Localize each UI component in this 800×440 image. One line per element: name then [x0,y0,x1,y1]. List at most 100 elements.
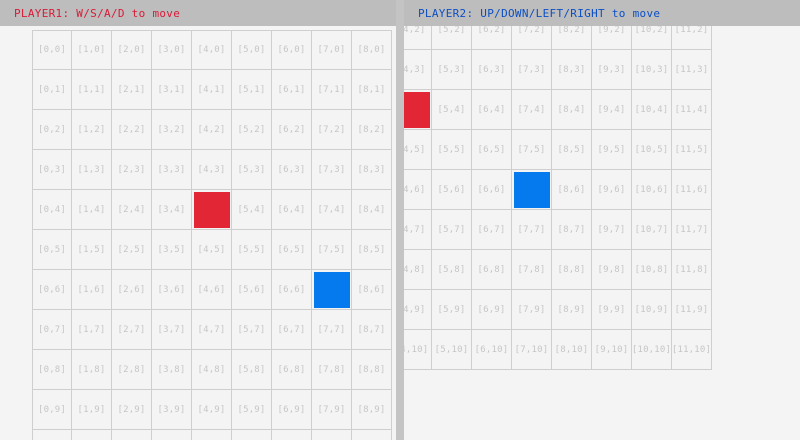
grid-cell: [5,4] [432,90,472,130]
grid-cell: [8,4] [552,90,592,130]
grid-cell: [7,0] [312,30,352,70]
grid-cell: [5,3] [432,50,472,90]
grid-cell: [6,8] [472,250,512,290]
grid-cell: [8,9] [552,290,592,330]
player-blue[interactable] [314,272,350,308]
grid-cell: [8,5] [352,230,392,270]
hud-player2-label: PLAYER2: UP/DOWN/LEFT/RIGHT to move [418,6,661,20]
grid-cell: [5,8] [232,350,272,390]
grid-cell: [6,7] [272,310,312,350]
grid-cell: [9,5] [592,130,632,170]
grid-cell: [0,9] [32,390,72,430]
grid-cell: [7,3] [312,150,352,190]
grid-cell: [8,10] [352,430,392,440]
grid-cell: [7,2] [312,110,352,150]
grid-cell: [5,8] [432,250,472,290]
grid-cell: [4,7] [404,210,432,250]
hud-player1: PLAYER1: W/S/A/D to move [0,0,396,26]
grid-cell: [11,5] [672,130,712,170]
grid-cell: [4,6] [404,170,432,210]
grid-cell: [4,10] [192,430,232,440]
grid-cell: [1,2] [72,110,112,150]
grid-cell: [1,10] [72,430,112,440]
grid-cell: [5,9] [232,390,272,430]
grid-cell: [11,3] [672,50,712,90]
player-blue[interactable] [514,172,550,208]
player-red[interactable] [404,92,430,128]
grid-cell: [8,7] [552,210,592,250]
grid-cell: [0,4] [32,190,72,230]
grid-cell: [1,6] [72,270,112,310]
grid-cell: [9,3] [592,50,632,90]
grid-cell: [7,8] [512,250,552,290]
grid-cell: [3,1] [152,70,192,110]
grid-cell: [4,6] [192,270,232,310]
player-red[interactable] [194,192,230,228]
grid-cell: [6,0] [272,30,312,70]
grid-cell: [2,9] [112,390,152,430]
grid-cell: [3,3] [152,150,192,190]
grid-cell: [10,5] [632,130,672,170]
grid-cell: [5,5] [232,230,272,270]
grid-cell: [2,5] [112,230,152,270]
grid-cell: [11,6] [672,170,712,210]
viewport-player1[interactable]: [0,0] [1,0] [2,0] [3,0] [4,0] [5,0] [6,0] [7,0]… [0,0,396,440]
grid-cell: [10,9] [632,290,672,330]
grid-cell: [8,10] [552,330,592,370]
grid-cell: [0,8] [32,350,72,390]
grid-cell: [5,4] [232,190,272,230]
grid-cell: [2,2] [112,110,152,150]
grid-cell: [6,4] [272,190,312,230]
grid-cell: [1,5] [72,230,112,270]
grid-cell: [5,7] [432,210,472,250]
grid-cell: [7,5] [512,130,552,170]
grid-cell: [5,10] [232,430,272,440]
grid-cell: [6,3] [272,150,312,190]
viewport-player2[interactable]: [2,1][3,1][4,1][5,1][6,1][7,1][8,1][9,1]… [404,0,800,440]
grid-cell: [3,0] [152,30,192,70]
grid-cell: [4,2] [192,110,232,150]
grid-cell: [8,9] [352,390,392,430]
grid-cell: [7,10] [312,430,352,440]
grid-cell: [6,9] [472,290,512,330]
grid-cell: [8,7] [352,310,392,350]
grid-cell: [8,2] [352,110,392,150]
grid-cell: [3,9] [152,390,192,430]
grid-cell: [1,7] [72,310,112,350]
grid-cell: [4,5] [192,230,232,270]
grid-cell: [10,10] [632,330,672,370]
grid-cell: [6,5] [472,130,512,170]
grid-cell: [8,0] [352,30,392,70]
grid-cell: [2,8] [112,350,152,390]
grid-cell: [4,3] [404,50,432,90]
grid-cell: [6,10] [272,430,312,440]
grid-cell: [9,8] [592,250,632,290]
grid-cell: [10,7] [632,210,672,250]
grid-cell: [7,9] [512,290,552,330]
grid-cell: [9,10] [592,330,632,370]
grid-cell: [7,4] [312,190,352,230]
grid-cell: [0,1] [32,70,72,110]
grid-cell: [4,8] [192,350,232,390]
grid-cell: [9,7] [592,210,632,250]
grid-cell: [7,3] [512,50,552,90]
hud-player1-label: PLAYER1: W/S/A/D to move [14,6,181,20]
grid-cell: [8,6] [352,270,392,310]
grid-cell: [8,3] [552,50,592,90]
grid-cell: [3,10] [152,430,192,440]
grid-cell: [3,2] [152,110,192,150]
grid-cell: [2,6] [112,270,152,310]
grid-cell: [7,1] [312,70,352,110]
grid-cell: [1,3] [72,150,112,190]
grid-cell: [5,7] [232,310,272,350]
grid-cell: [4,1] [192,70,232,110]
grid-cell: [7,8] [312,350,352,390]
grid-cell: [6,8] [272,350,312,390]
grid-cell: [8,8] [552,250,592,290]
grid-cell: [3,8] [152,350,192,390]
grid-cell: [6,3] [472,50,512,90]
grid-cell: [0,6] [32,270,72,310]
grid-cell: [6,6] [272,270,312,310]
grid-cell: [11,9] [672,290,712,330]
grid-cell: [8,4] [352,190,392,230]
